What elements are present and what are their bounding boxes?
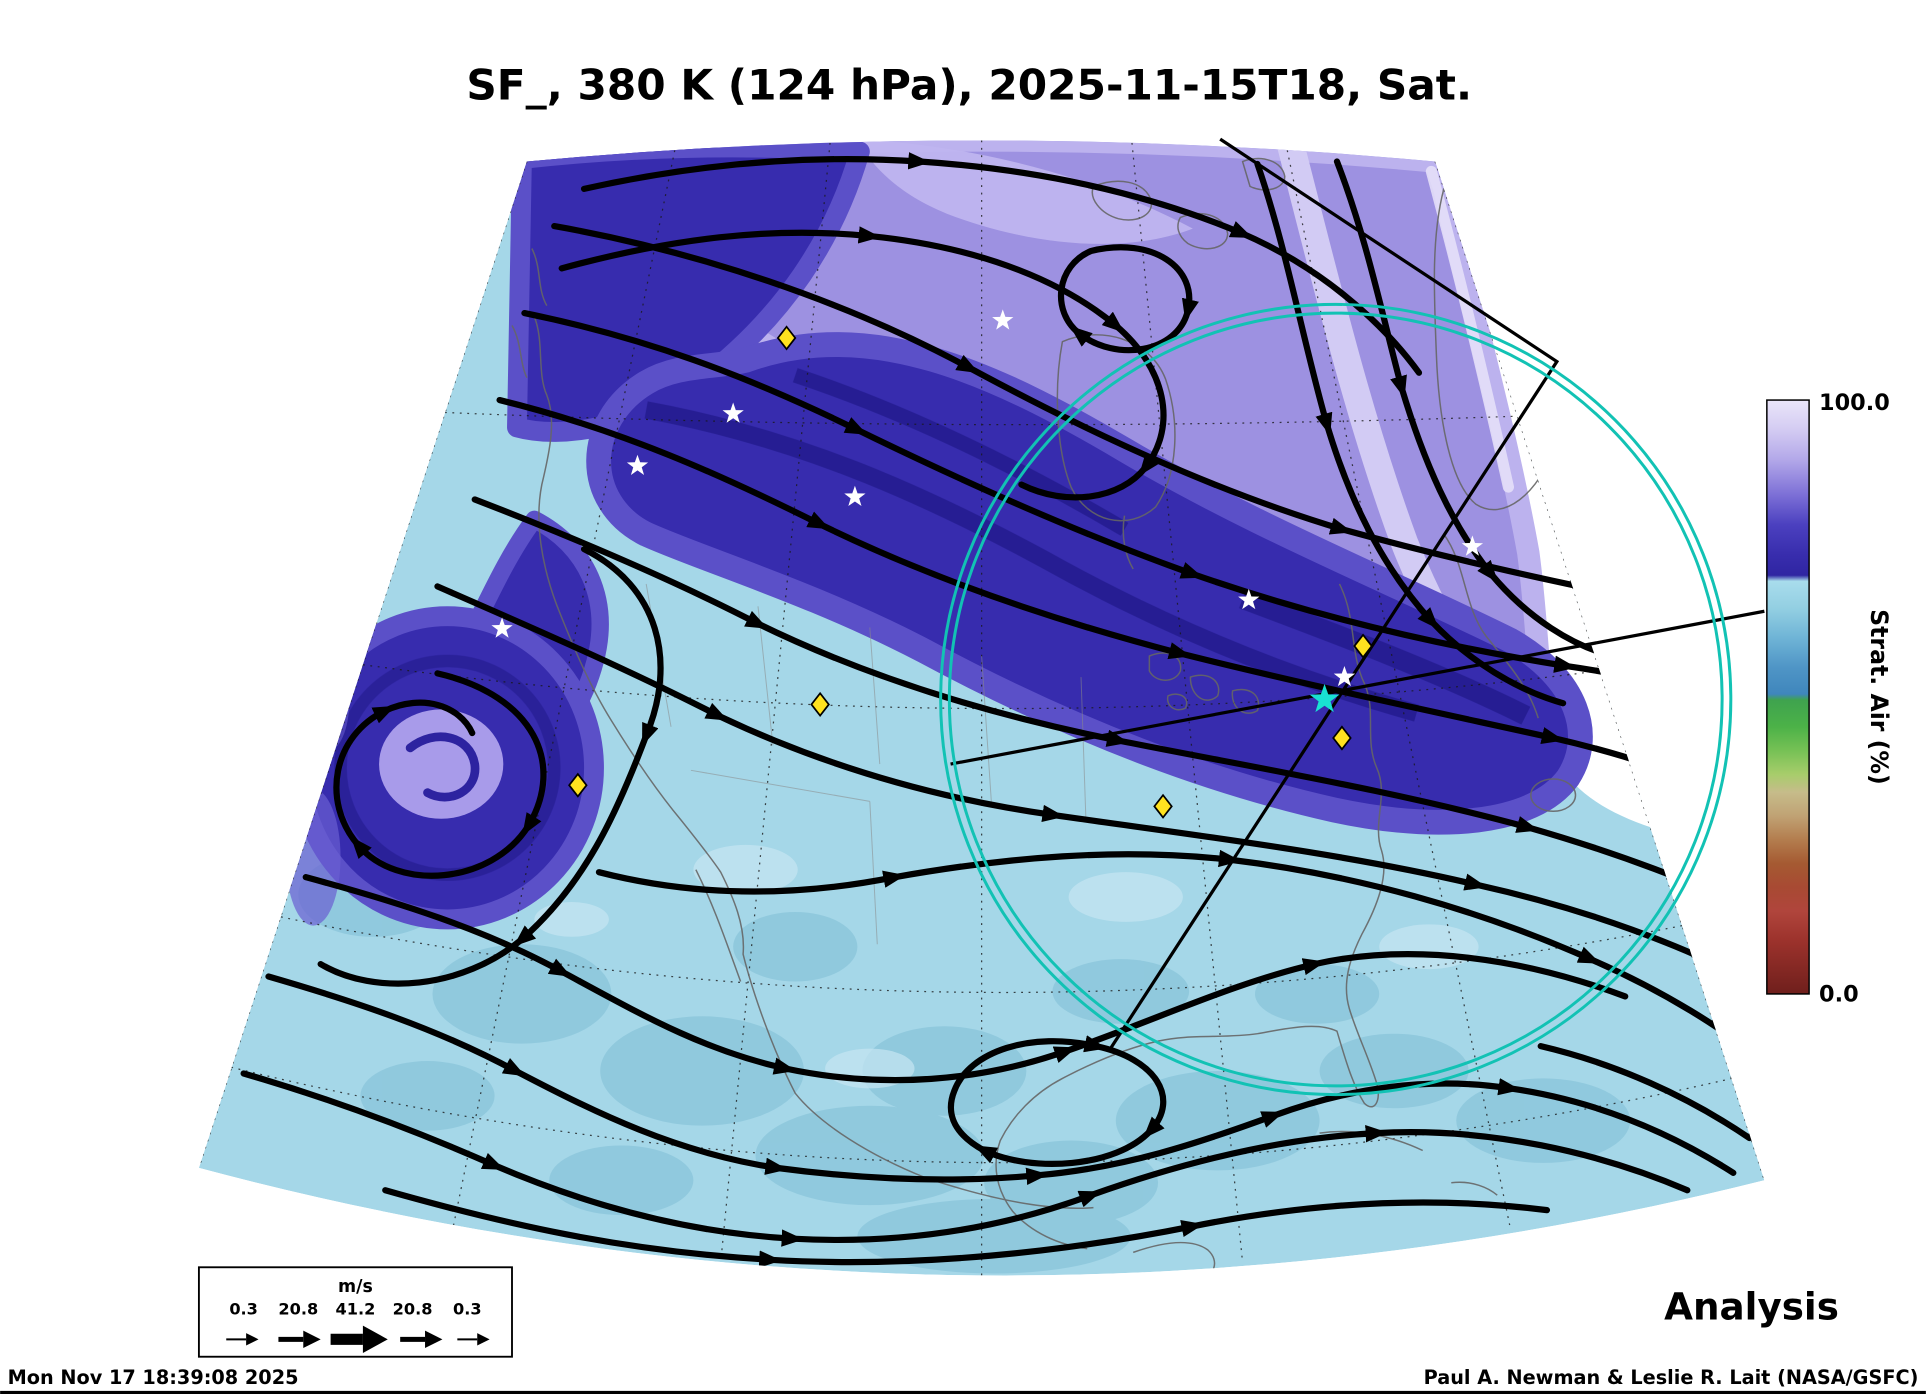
meridian (720, 142, 831, 1263)
coast-vancouver-island (511, 325, 528, 379)
map (198, 137, 1765, 1276)
map-clipped-layers (198, 140, 1765, 1276)
colorbar-gradient (1766, 399, 1810, 995)
bottom-border (0, 1390, 1926, 1394)
great-circle-line (950, 609, 1765, 766)
range-circle-outer (939, 302, 1733, 1097)
contour-blob (733, 911, 858, 982)
colorbar: 100.0 0.0 Strat. Air (%) (1766, 390, 1893, 1007)
legend-value: 41.2 (336, 1299, 376, 1318)
streamline (382, 1187, 1551, 1268)
contour-blob (432, 944, 612, 1044)
legend-arrowhead (477, 1333, 490, 1346)
great-circle-line (1108, 137, 1560, 1051)
vortex-core (379, 709, 504, 819)
coast-alaska-panhandle (531, 248, 548, 307)
contour-blob (1068, 872, 1183, 922)
footer-credit: Paul A. Newman & Leslie R. Lait (NASA/GS… (1424, 1366, 1919, 1389)
legend-arrowhead (246, 1333, 259, 1346)
colorbar-min-label: 0.0 (1819, 981, 1859, 1007)
streamline (1537, 1043, 1753, 1142)
legend-arrowhead (425, 1330, 443, 1349)
range-circle (939, 302, 1733, 1097)
streamline-anticyclone-loop (947, 1035, 1167, 1167)
streamlines (240, 152, 1765, 1268)
legend-arrows (226, 1325, 490, 1353)
parallel (444, 411, 1518, 426)
footer-timestamp: Mon Nov 17 18:39:08 2025 (8, 1366, 299, 1389)
analysis-label: Analysis (1664, 1284, 1839, 1328)
coast-arctic-island (1241, 157, 1286, 191)
edge-purple-patch (285, 788, 341, 926)
legend-arrowhead (303, 1330, 321, 1349)
legend-value: 20.8 (278, 1299, 318, 1318)
streamline (317, 546, 664, 987)
colorbar-max-label: 100.0 (1819, 390, 1890, 416)
legend-units-label: m/s (338, 1277, 373, 1297)
contour-blob (755, 1105, 985, 1206)
plot-title: SF_, 380 K (124 hPa), 2025-11-15T18, Sat… (466, 60, 1472, 109)
contour-blob (360, 1061, 495, 1131)
legend-value: 0.3 (453, 1299, 482, 1318)
wind-speed-legend: m/s 0.3 20.8 41.2 20.8 0.3 (197, 1266, 513, 1358)
legend-arrowhead (362, 1325, 388, 1353)
range-circle-inner (947, 311, 1724, 1088)
legend-value: 20.8 (393, 1299, 433, 1318)
colorbar-axis-label: Strat. Air (%) (1865, 609, 1893, 785)
legend-value: 0.3 (229, 1299, 258, 1318)
edge-purple-patch (304, 652, 350, 752)
annotation-lines (950, 137, 1765, 1051)
streamline (1057, 244, 1199, 354)
contour-blob (600, 1016, 804, 1126)
streamline (580, 152, 1423, 376)
contour-blob (549, 1145, 694, 1216)
contour-blob (1379, 924, 1479, 970)
streamline (595, 849, 1762, 1062)
